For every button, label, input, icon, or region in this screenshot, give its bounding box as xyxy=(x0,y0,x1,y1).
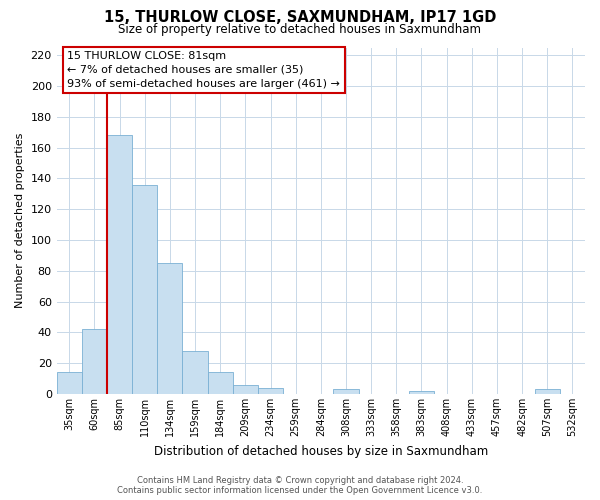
Bar xyxy=(132,184,157,394)
Bar xyxy=(409,391,434,394)
Text: 15, THURLOW CLOSE, SAXMUNDHAM, IP17 1GD: 15, THURLOW CLOSE, SAXMUNDHAM, IP17 1GD xyxy=(104,10,496,25)
Text: Contains HM Land Registry data © Crown copyright and database right 2024.
Contai: Contains HM Land Registry data © Crown c… xyxy=(118,476,482,495)
Text: 15 THURLOW CLOSE: 81sqm
← 7% of detached houses are smaller (35)
93% of semi-det: 15 THURLOW CLOSE: 81sqm ← 7% of detached… xyxy=(67,51,340,89)
Bar xyxy=(107,136,132,394)
Bar xyxy=(182,351,208,394)
Bar xyxy=(82,330,107,394)
Bar xyxy=(208,372,233,394)
Bar xyxy=(157,263,182,394)
Bar xyxy=(258,388,283,394)
Bar xyxy=(535,390,560,394)
X-axis label: Distribution of detached houses by size in Saxmundham: Distribution of detached houses by size … xyxy=(154,444,488,458)
Bar xyxy=(233,385,258,394)
Y-axis label: Number of detached properties: Number of detached properties xyxy=(15,133,25,308)
Bar xyxy=(334,390,359,394)
Text: Size of property relative to detached houses in Saxmundham: Size of property relative to detached ho… xyxy=(119,22,482,36)
Bar xyxy=(56,372,82,394)
